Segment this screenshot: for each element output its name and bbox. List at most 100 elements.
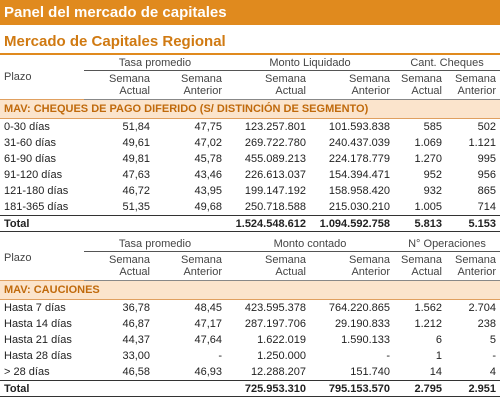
table-cell: 49,81 bbox=[122, 153, 150, 165]
row-label: 181-365 días bbox=[4, 201, 69, 213]
total-cell: 725.953.310 bbox=[226, 380, 310, 397]
table-cell: 51,35 bbox=[122, 201, 150, 213]
table-cell: 1.270 bbox=[414, 153, 442, 165]
col-actual: Semana Actual bbox=[226, 70, 310, 100]
table-cell: 51,84 bbox=[122, 121, 150, 133]
total-cell bbox=[84, 380, 154, 397]
table-cell: 269.722.780 bbox=[244, 137, 306, 149]
table-row: 0-30 días 51,84 47,75 123.257.801 101.593.83… bbox=[0, 119, 500, 136]
table-cell: 1.069 bbox=[414, 137, 442, 149]
table-row: > 28 días 46,58 46,93 12.288.207 151.740 14 4 bbox=[0, 364, 500, 381]
table-row: Hasta 7 días 36,78 48,45 423.595.378 764.220… bbox=[0, 300, 500, 317]
col-anterior: Semana Anterior bbox=[446, 251, 500, 281]
row-label: 0-30 días bbox=[4, 121, 50, 133]
table-cell: 45,78 bbox=[194, 153, 222, 165]
table-cell: 33,00 bbox=[122, 350, 150, 362]
table-cell: 585 bbox=[423, 121, 442, 133]
total-cell: 2.951 bbox=[446, 380, 500, 397]
table-cell: 123.257.801 bbox=[244, 121, 306, 133]
table-cell: 47,17 bbox=[194, 318, 222, 330]
table-cell: 46,58 bbox=[122, 366, 150, 378]
section-header-cauciones: MAV: CAUCIONES bbox=[0, 280, 500, 300]
col-anterior: Semana Anterior bbox=[154, 251, 226, 281]
table-cell: 46,72 bbox=[122, 185, 150, 197]
col-actual: Semana Actual bbox=[394, 251, 446, 281]
table-cell: - bbox=[386, 350, 390, 362]
table-cell: 4 bbox=[489, 366, 496, 378]
col-anterior: Semana Anterior bbox=[154, 70, 226, 100]
total-cell: 2.795 bbox=[394, 380, 446, 397]
group-header-cantidad: Cant. Cheques bbox=[394, 55, 500, 71]
table-cell: 46,93 bbox=[194, 366, 222, 378]
table-row: Hasta 14 días 46,87 47,17 287.197.706 29.190… bbox=[0, 316, 500, 332]
table-cell: 12.288.207 bbox=[250, 366, 306, 378]
total-cell: 5.813 bbox=[394, 215, 446, 232]
table-cell: 226.613.037 bbox=[244, 169, 306, 181]
row-label: 31-60 días bbox=[4, 137, 56, 149]
table-cell: 952 bbox=[423, 169, 442, 181]
group-header-tasa: Tasa promedio bbox=[84, 55, 226, 71]
table-cell: 455.089.213 bbox=[244, 153, 306, 165]
table-cell: 250.718.588 bbox=[244, 201, 306, 213]
table-cell: 224.178.779 bbox=[328, 153, 390, 165]
table-cell: 1.005 bbox=[414, 201, 442, 213]
subheader-row: Semana Actual Semana Anterior Semana Actual… bbox=[0, 70, 500, 100]
table-cell: 47,64 bbox=[194, 334, 222, 346]
table-cell: 714 bbox=[477, 201, 497, 213]
col-actual: Semana Actual bbox=[226, 251, 310, 281]
table-cell: 49,61 bbox=[122, 137, 150, 149]
row-label: Hasta 28 días bbox=[4, 350, 72, 362]
table-cell: 47,02 bbox=[194, 137, 222, 149]
table-cell: 48,45 bbox=[194, 302, 222, 314]
table-cell: - bbox=[492, 350, 496, 362]
total-cell: 1.094.592.758 bbox=[310, 215, 394, 232]
table-cell: 154.394.471 bbox=[328, 169, 390, 181]
table-cell: 47,63 bbox=[122, 169, 150, 181]
table-row: 31-60 días 49,61 47,02 269.722.780 240.437.0… bbox=[0, 135, 500, 151]
table-cell: 49,68 bbox=[194, 201, 222, 213]
row-label: Hasta 14 días bbox=[4, 318, 72, 330]
section-header-cheques: MAV: CHEQUES DE PAGO DIFERIDO (S/ DISTIN… bbox=[0, 99, 500, 119]
table-cell: 5 bbox=[489, 334, 496, 346]
col-anterior: Semana Anterior bbox=[310, 70, 394, 100]
total-cell bbox=[154, 215, 226, 232]
table-cell: 151.740 bbox=[350, 366, 390, 378]
cheques-table: Plazo Tasa promedio Monto Liquidado Cant… bbox=[0, 55, 500, 232]
row-label: > 28 días bbox=[4, 366, 50, 378]
table-cell: 199.147.192 bbox=[244, 185, 306, 197]
table-cell: 287.197.706 bbox=[244, 318, 306, 330]
row-label: 91-120 días bbox=[4, 169, 63, 181]
table-row: 181-365 días 51,35 49,68 250.718.588 215.030… bbox=[0, 199, 500, 216]
total-cell: 795.153.570 bbox=[310, 380, 394, 397]
col-anterior: Semana Anterior bbox=[310, 251, 394, 281]
row-label: Hasta 7 días bbox=[4, 302, 66, 314]
table-cell: 995 bbox=[477, 153, 497, 165]
table-cell: 2.704 bbox=[468, 302, 496, 314]
table-cell: 1.121 bbox=[468, 137, 497, 149]
total-label: Total bbox=[0, 380, 84, 397]
table-cell: 6 bbox=[435, 334, 442, 346]
table-cell: 1 bbox=[435, 350, 442, 362]
table-cell: 1.250.000 bbox=[257, 350, 306, 362]
table-cell: 43,46 bbox=[194, 169, 222, 181]
table-cell: 44,37 bbox=[122, 334, 150, 346]
col-actual: Semana Actual bbox=[84, 251, 154, 281]
table-row: Hasta 21 días 44,37 47,64 1.622.019 1.590.13… bbox=[0, 332, 500, 348]
table-cell: 46,87 bbox=[122, 318, 150, 330]
plazo-header: Plazo bbox=[4, 71, 32, 83]
table-row: 91-120 días 47,63 43,46 226.613.037 154.394.… bbox=[0, 167, 500, 183]
col-anterior: Semana Anterior bbox=[446, 70, 500, 100]
total-row: Total 1.524.548.612 1.094.592.758 5.813 5.15… bbox=[0, 215, 500, 232]
table-cell: 932 bbox=[423, 185, 442, 197]
table-cell: 423.595.378 bbox=[244, 302, 306, 314]
col-actual: Semana Actual bbox=[84, 70, 154, 100]
table-cell: 1.622.019 bbox=[257, 334, 306, 346]
row-label: Hasta 21 días bbox=[4, 334, 72, 346]
table-row: Hasta 28 días 33,00 - 1.250.000 - 1 - bbox=[0, 348, 500, 364]
group-header-monto: Monto Liquidado bbox=[226, 55, 394, 71]
section-subtitle: Mercado de Capitales Regional bbox=[0, 31, 500, 55]
table-cell: 240.437.039 bbox=[328, 137, 390, 149]
table-cell: 36,78 bbox=[122, 302, 150, 314]
total-label: Total bbox=[0, 215, 84, 232]
table-row: 61-90 días 49,81 45,78 455.089.213 224.178.7… bbox=[0, 151, 500, 167]
